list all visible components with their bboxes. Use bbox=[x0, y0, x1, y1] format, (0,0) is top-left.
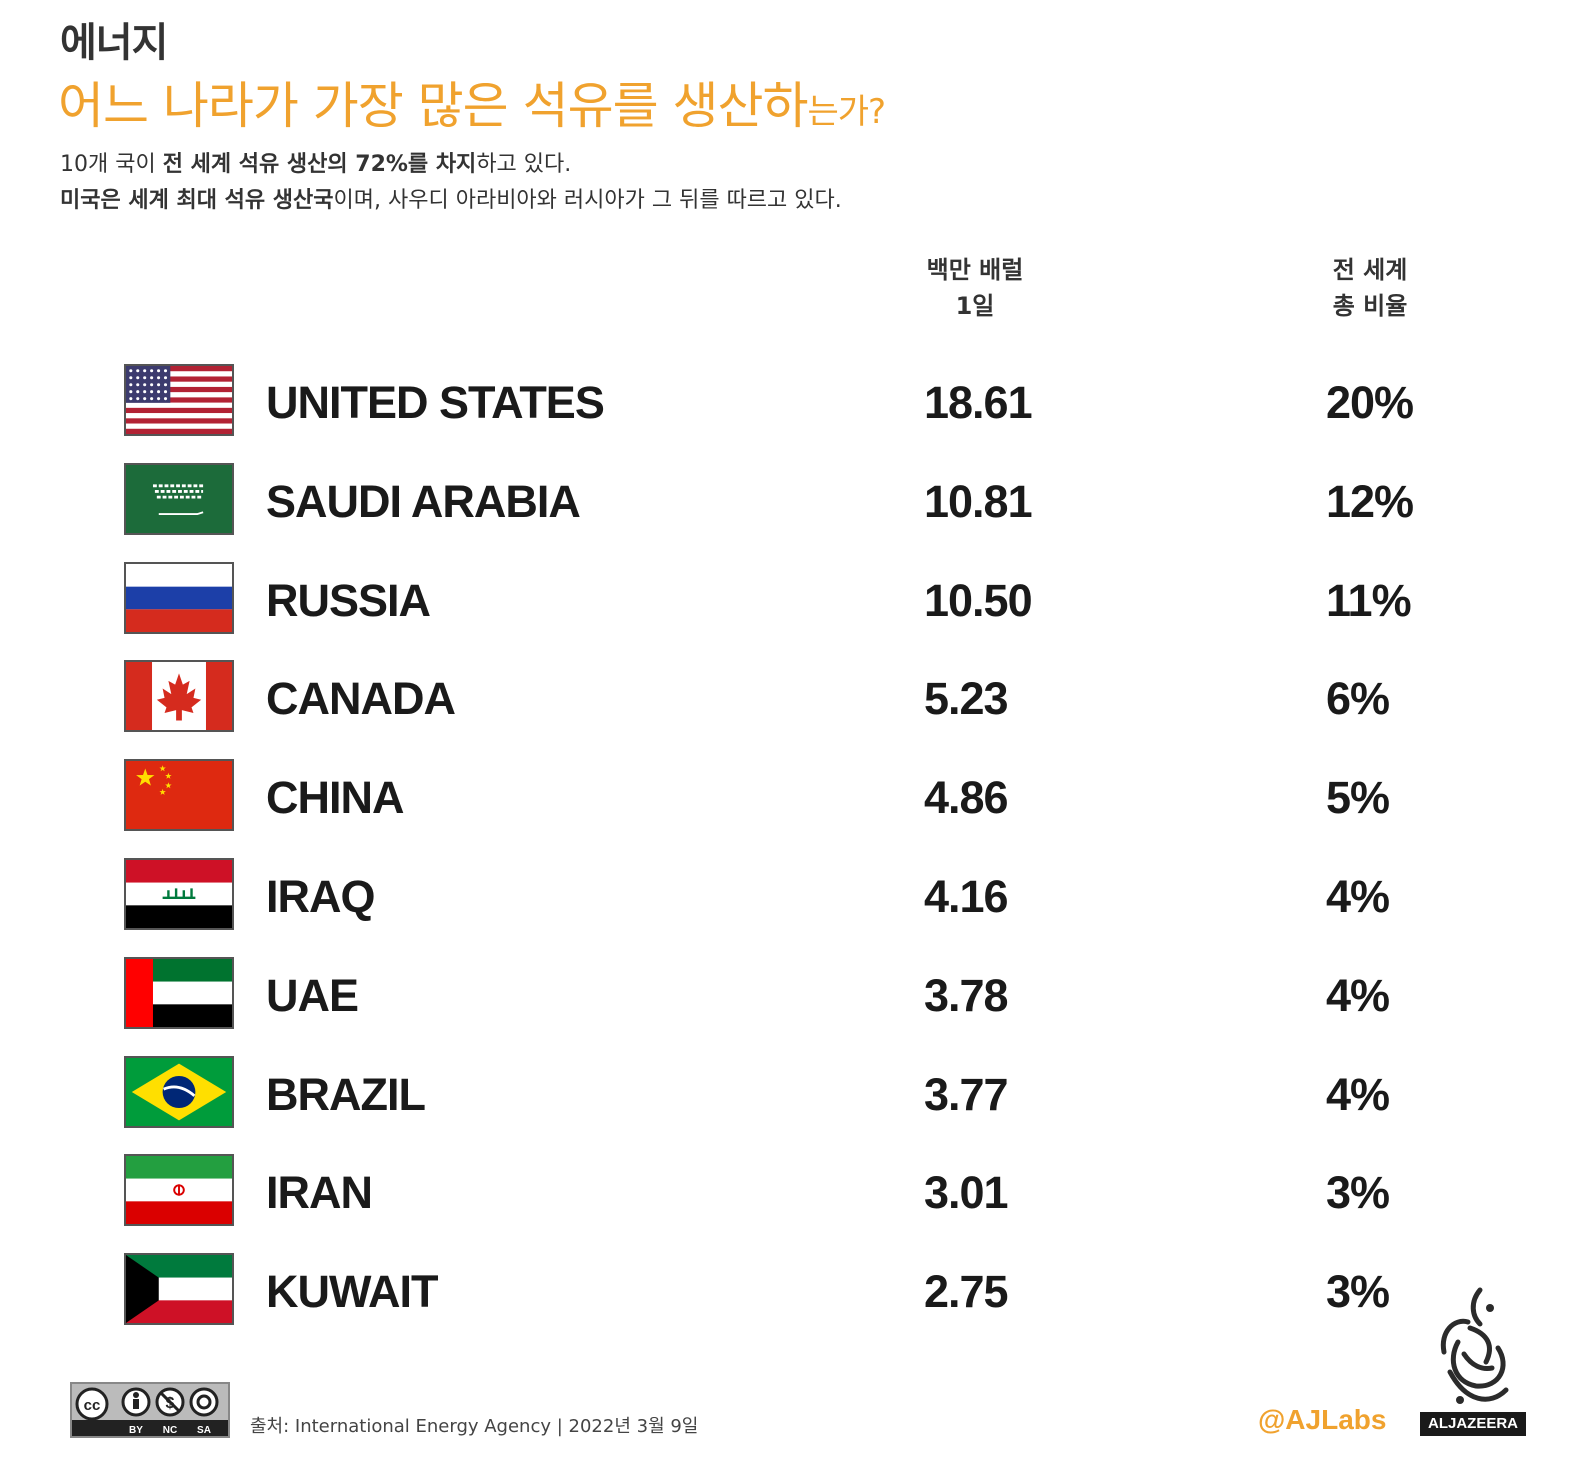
aljazeera-wordmark: ALJAZEERA bbox=[1420, 1412, 1526, 1436]
cc-label-nc: NC bbox=[163, 1425, 177, 1436]
country-name: RUSSIA bbox=[266, 574, 431, 626]
production-value: 18.61 bbox=[924, 377, 1033, 428]
aj-handle: @AJLabs bbox=[1258, 1404, 1387, 1435]
saudi-flag-icon bbox=[124, 462, 234, 535]
share-value: 3% bbox=[1326, 1266, 1390, 1318]
canada-flag-icon bbox=[124, 660, 234, 733]
china-flag-icon bbox=[124, 759, 234, 832]
share-value: 4% bbox=[1326, 871, 1390, 922]
production-value: 3.78 bbox=[924, 969, 1009, 1021]
share-value: 6% bbox=[1326, 673, 1390, 725]
subtitle-1-lead: 10개 국이 bbox=[60, 152, 163, 177]
brazil-flag-icon bbox=[124, 1055, 234, 1128]
share-value: 5% bbox=[1326, 772, 1390, 824]
title-small: 는가? bbox=[807, 92, 886, 132]
country-name: IRAQ bbox=[266, 871, 375, 922]
uae-flag-icon bbox=[124, 956, 234, 1029]
country-name: BRAZIL bbox=[266, 1068, 426, 1120]
column-header-value: 백만 배럴 1일 bbox=[880, 252, 1070, 324]
production-value: 4.86 bbox=[924, 772, 1009, 824]
column-header-share-line1: 전 세계 bbox=[1332, 256, 1408, 284]
source-note: 출처: International Energy Agency | 2022년 … bbox=[250, 1416, 699, 1437]
production-value: 2.75 bbox=[924, 1266, 1009, 1318]
country-name: CANADA bbox=[266, 673, 456, 725]
production-value: 3.77 bbox=[924, 1068, 1009, 1120]
share-value: 4% bbox=[1326, 969, 1390, 1021]
cc-label-by: BY bbox=[129, 1425, 143, 1436]
subtitle-1-rest: 하고 있다. bbox=[476, 152, 572, 177]
column-header-share-line2: 총 비율 bbox=[1332, 292, 1408, 320]
share-value: 20% bbox=[1326, 377, 1414, 428]
us-flag-icon bbox=[124, 364, 234, 436]
share-value: 3% bbox=[1326, 1167, 1390, 1219]
country-name: UNITED STATES bbox=[266, 377, 605, 428]
production-value: 10.81 bbox=[924, 475, 1033, 527]
country-name: CHINA bbox=[266, 772, 404, 824]
subtitle-line-1: 10개 국이 전 세계 석유 생산의 72%를 차지하고 있다. bbox=[60, 146, 571, 178]
iran-flag-icon bbox=[124, 1154, 234, 1227]
cc-license-icon: cc $ BY NC SA bbox=[70, 1382, 230, 1438]
subtitle-line-2: 미국은 세계 최대 석유 생산국이며, 사우디 아라비아와 러시아가 그 뒤를 … bbox=[60, 182, 842, 214]
subtitle-2-rest: 이며, 사우디 아라비아와 러시아가 그 뒤를 따르고 있다. bbox=[333, 188, 842, 213]
production-value: 3.01 bbox=[924, 1167, 1009, 1219]
svg-text:cc: cc bbox=[84, 1397, 101, 1414]
country-name: IRAN bbox=[266, 1167, 373, 1219]
cc-label-sa: SA bbox=[197, 1425, 211, 1436]
category-label: 에너지 bbox=[60, 20, 168, 66]
country-name: KUWAIT bbox=[266, 1266, 438, 1318]
title-main: 어느 나라가 가장 많은 석유를 생산하 bbox=[58, 77, 808, 135]
column-header-share: 전 세계 총 비율 bbox=[1280, 252, 1460, 324]
share-value: 11% bbox=[1326, 574, 1412, 626]
column-header-value-line1: 백만 배럴 bbox=[926, 256, 1024, 284]
production-value: 5.23 bbox=[924, 673, 1009, 725]
subtitle-2-bold: 미국은 세계 최대 석유 생산국 bbox=[60, 188, 334, 213]
share-value: 4% bbox=[1326, 1068, 1390, 1120]
iraq-flag-icon bbox=[124, 858, 234, 930]
country-name: SAUDI ARABIA bbox=[266, 475, 581, 527]
page-title: 어느 나라가 가장 많은 석유를 생산하는가? bbox=[58, 66, 886, 138]
production-value: 10.50 bbox=[924, 574, 1033, 626]
country-name: UAE bbox=[266, 969, 359, 1021]
share-value: 12% bbox=[1326, 475, 1414, 527]
subtitle-1-bold: 전 세계 석유 생산의 72%를 차지 bbox=[162, 152, 477, 177]
aljazeera-logo-icon bbox=[1440, 1287, 1509, 1404]
column-header-value-line2: 1일 bbox=[955, 292, 995, 320]
production-value: 4.16 bbox=[924, 871, 1009, 922]
russia-flag-icon bbox=[124, 561, 234, 634]
kuwait-flag-icon bbox=[124, 1253, 234, 1326]
